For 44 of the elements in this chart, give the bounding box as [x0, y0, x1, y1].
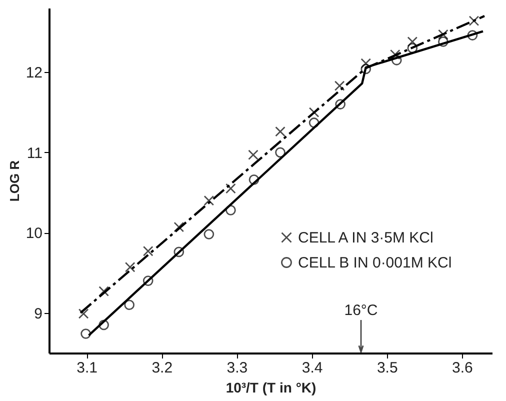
x-tick-label: 3.1 [76, 360, 98, 376]
point [360, 64, 372, 74]
y-tick-label: 12 [26, 64, 42, 82]
point [98, 286, 109, 296]
x-tick-label: 3.5 [376, 360, 398, 376]
point [248, 174, 260, 185]
point [438, 36, 448, 47]
legend-label: CELL B IN 0·001M KCl [298, 254, 452, 272]
point [407, 36, 418, 47]
x-axis-title: 10³/T (T in °K) [226, 380, 316, 396]
point [98, 320, 109, 330]
point [407, 42, 418, 54]
annotation: 16°C [344, 302, 378, 319]
point [467, 30, 478, 40]
point [335, 99, 346, 110]
point [142, 276, 154, 286]
y-tick-label: 9 [34, 305, 42, 322]
point [391, 54, 402, 66]
point [248, 150, 258, 160]
point [142, 246, 154, 256]
point [226, 205, 236, 216]
x-tick-label: 3.6 [452, 360, 473, 376]
point [360, 58, 372, 69]
point [124, 300, 135, 310]
y-tick-label: 11 [26, 144, 42, 162]
x-tick-label: 3.4 [302, 360, 323, 376]
point [275, 147, 286, 158]
point [334, 80, 345, 91]
point [275, 126, 286, 137]
point [124, 262, 136, 272]
x-tick-label: 3.2 [152, 360, 173, 376]
point [204, 195, 214, 206]
point [438, 29, 448, 40]
point [204, 229, 214, 240]
y-axis-title: LOG R [6, 160, 22, 202]
point [78, 308, 89, 319]
point [468, 16, 480, 26]
point [226, 183, 236, 194]
y-tick-label: 10 [26, 225, 42, 242]
point [174, 222, 184, 232]
legend-label: CELL A IN 3·5M KCl [298, 230, 434, 246]
x-tick-label: 3.3 [226, 360, 248, 376]
point [308, 118, 320, 128]
point [174, 246, 184, 258]
